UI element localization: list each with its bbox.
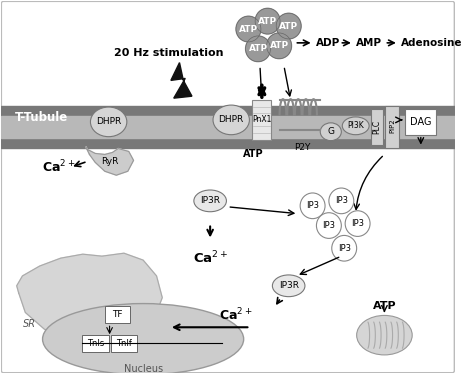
Circle shape — [276, 13, 301, 39]
Text: IP3: IP3 — [306, 201, 319, 210]
Text: ATP: ATP — [248, 44, 268, 53]
Text: DAG: DAG — [410, 117, 431, 127]
Text: Nucleus: Nucleus — [124, 364, 163, 374]
Text: PIP2: PIP2 — [389, 118, 395, 133]
Text: PI3K: PI3K — [347, 121, 364, 130]
Text: AMP: AMP — [356, 38, 382, 48]
Text: RyR: RyR — [101, 157, 118, 166]
Bar — [385, 106, 399, 147]
Ellipse shape — [91, 107, 127, 137]
Polygon shape — [171, 63, 192, 98]
Text: DHPR: DHPR — [219, 115, 244, 124]
Text: Ca$^{2+}$: Ca$^{2+}$ — [42, 159, 75, 176]
Text: TF: TF — [112, 310, 122, 319]
Bar — [1, 116, 456, 138]
Bar — [252, 100, 272, 139]
Text: SR: SR — [22, 319, 36, 329]
Text: IP3: IP3 — [335, 196, 348, 205]
Bar — [1, 106, 456, 147]
Text: ATP: ATP — [239, 24, 258, 33]
Text: ADP: ADP — [316, 38, 340, 48]
Circle shape — [300, 193, 325, 218]
Text: ATP: ATP — [258, 17, 277, 26]
Text: P2Y: P2Y — [294, 143, 310, 152]
Ellipse shape — [273, 275, 305, 297]
Circle shape — [329, 188, 354, 214]
Bar — [405, 109, 436, 135]
Text: TnIf: TnIf — [116, 338, 132, 347]
Circle shape — [246, 36, 271, 62]
Text: Adenosine: Adenosine — [401, 38, 462, 48]
Text: ATP: ATP — [373, 300, 396, 311]
Ellipse shape — [194, 190, 227, 212]
Text: T-Tubule: T-Tubule — [15, 111, 68, 124]
Text: PnX1: PnX1 — [252, 115, 272, 124]
Circle shape — [267, 33, 292, 59]
Text: IP3: IP3 — [337, 244, 351, 253]
Text: PLC: PLC — [372, 120, 381, 134]
Text: Ca$^{2+}$: Ca$^{2+}$ — [192, 250, 228, 267]
Text: Ca$^{2+}$: Ca$^{2+}$ — [219, 307, 253, 324]
Circle shape — [332, 235, 356, 261]
Text: ATP: ATP — [270, 41, 289, 50]
Ellipse shape — [356, 315, 412, 355]
Text: IP3R: IP3R — [279, 281, 299, 290]
Ellipse shape — [342, 117, 369, 135]
Bar — [82, 335, 109, 352]
Text: 20 Hz stimulation: 20 Hz stimulation — [114, 48, 224, 58]
Text: TnIs: TnIs — [87, 338, 104, 347]
Text: DHPR: DHPR — [96, 117, 121, 126]
FancyBboxPatch shape — [1, 2, 454, 373]
Bar — [371, 109, 383, 145]
Text: IP3R: IP3R — [200, 196, 220, 205]
Bar — [105, 306, 130, 323]
Ellipse shape — [213, 105, 249, 135]
Text: ATP: ATP — [279, 21, 298, 30]
Circle shape — [345, 211, 370, 237]
Polygon shape — [17, 253, 162, 339]
Ellipse shape — [320, 123, 341, 141]
Text: G: G — [328, 127, 334, 136]
Circle shape — [255, 8, 280, 34]
Text: IP3: IP3 — [351, 219, 364, 228]
Circle shape — [236, 16, 261, 42]
Text: IP3: IP3 — [322, 221, 336, 230]
Ellipse shape — [43, 303, 244, 374]
Polygon shape — [86, 147, 134, 175]
Text: ATP: ATP — [243, 149, 264, 159]
Bar — [110, 335, 137, 352]
Circle shape — [317, 213, 341, 238]
